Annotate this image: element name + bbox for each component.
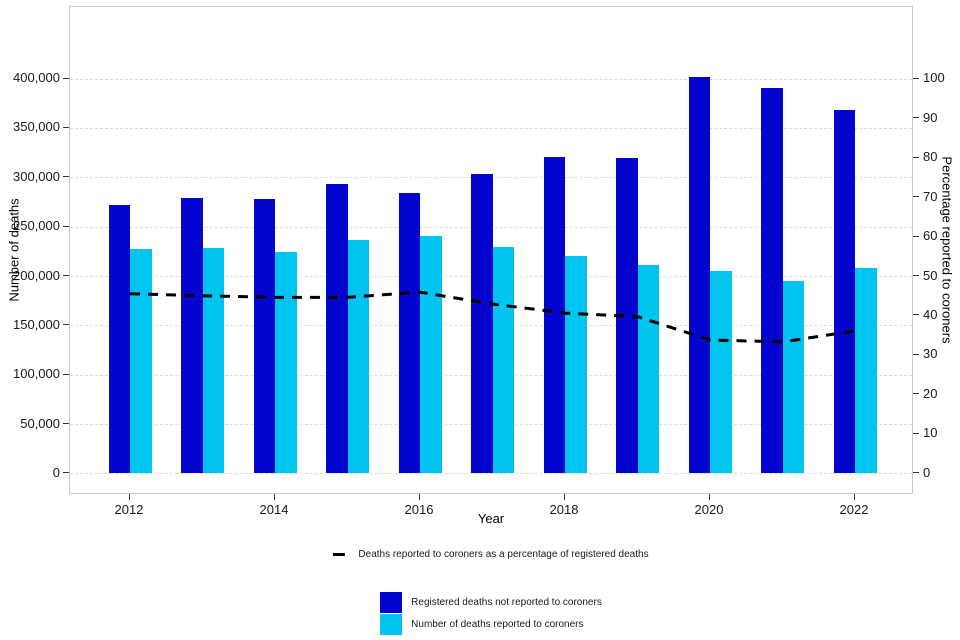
bar-not-reported-2019 — [616, 157, 638, 474]
bar-not-reported-2015 — [326, 184, 348, 474]
right-tick-label-40: 40 — [923, 306, 938, 322]
bar-reported-2019 — [637, 265, 659, 474]
left-tick-0 — [63, 472, 69, 474]
right-tick-50 — [913, 275, 919, 276]
right-tick-10 — [913, 432, 919, 434]
right-tick-60 — [913, 235, 919, 237]
gridline-0 — [70, 473, 912, 475]
left-tick-50,000 — [63, 423, 69, 425]
left-tick-150,000 — [63, 324, 69, 326]
right-tick-90 — [913, 117, 919, 119]
right-tick-label-80: 80 — [923, 149, 938, 165]
blue-swatch-icon — [380, 591, 403, 613]
right-axis-title: Percentage reported to coroners — [939, 156, 955, 344]
legend-row-not-reported: Registered deaths not reported to corone… — [380, 591, 602, 613]
x-axis-title: Year — [477, 511, 505, 526]
dashed-line-key-icon — [333, 553, 346, 556]
right-tick-label-100: 100 — [923, 70, 945, 86]
right-tick-label-70: 70 — [923, 188, 938, 204]
right-tick-70 — [913, 196, 919, 198]
x-tick-label-2012: 2012 — [114, 502, 144, 517]
bar-reported-2016 — [420, 235, 442, 474]
right-tick-label-30: 30 — [923, 346, 938, 362]
gridline-400,000 — [70, 78, 912, 80]
plot-panel — [69, 6, 913, 494]
right-tick-20 — [913, 393, 919, 395]
x-tick-label-2014: 2014 — [259, 502, 289, 517]
bar-reported-2020 — [710, 271, 732, 474]
bar-not-reported-2014 — [253, 199, 275, 474]
left-tick-250,000 — [63, 225, 69, 227]
right-tick-label-50: 50 — [923, 267, 938, 283]
left-tick-label-200,000: 200,000 — [13, 267, 60, 283]
right-tick-label-0: 0 — [923, 464, 931, 480]
bar-reported-2013 — [202, 248, 224, 474]
x-tick-label-2016: 2016 — [404, 502, 434, 517]
line-legend: Deaths reported to coroners as a percent… — [69, 549, 913, 560]
x-tick-2018 — [564, 494, 565, 500]
x-tick-2020 — [709, 494, 710, 500]
bar-reported-2014 — [275, 252, 297, 474]
x-tick-2012 — [129, 494, 130, 500]
bar-reported-2022 — [855, 268, 877, 474]
left-tick-label-300,000: 300,000 — [13, 168, 60, 184]
right-tick-30 — [913, 353, 919, 355]
left-tick-label-0: 0 — [52, 464, 60, 480]
bar-reported-2017 — [492, 247, 514, 474]
right-tick-80 — [913, 156, 919, 158]
bar-not-reported-2022 — [833, 110, 855, 474]
right-tick-100 — [913, 77, 919, 79]
left-axis-title: Number of deaths — [6, 198, 22, 302]
bar-reported-2021 — [782, 280, 804, 474]
x-tick-label-2022: 2022 — [839, 502, 869, 517]
left-tick-label-50,000: 50,000 — [20, 415, 60, 431]
right-tick-label-60: 60 — [923, 228, 938, 244]
bar-reported-2012 — [130, 249, 152, 474]
legend-row-reported: Number of deaths reported to coroners — [380, 613, 602, 635]
right-tick-label-20: 20 — [923, 385, 938, 401]
gridline-350,000 — [70, 127, 912, 129]
x-tick-2016 — [419, 494, 420, 500]
left-tick-label-150,000: 150,000 — [13, 316, 60, 332]
left-tick-100,000 — [63, 373, 69, 375]
right-tick-40 — [913, 314, 919, 316]
right-tick-label-10: 10 — [923, 425, 938, 441]
left-tick-label-250,000: 250,000 — [13, 218, 60, 234]
bar-reported-2015 — [347, 240, 369, 474]
line-legend-label: Deaths reported to coroners as a percent… — [358, 549, 649, 560]
bar-not-reported-2018 — [543, 156, 565, 474]
left-tick-300,000 — [63, 176, 69, 178]
left-tick-400,000 — [63, 77, 69, 79]
bar-not-reported-2020 — [688, 76, 710, 474]
bar-not-reported-2021 — [761, 88, 783, 474]
legend-label-reported: Number of deaths reported to coroners — [411, 618, 584, 630]
left-tick-label-400,000: 400,000 — [13, 70, 60, 86]
x-tick-2022 — [854, 494, 855, 500]
left-tick-label-350,000: 350,000 — [13, 119, 60, 135]
x-tick-2014 — [274, 494, 275, 500]
cyan-swatch-icon — [380, 613, 403, 635]
right-tick-label-90: 90 — [923, 109, 938, 125]
right-tick-0 — [913, 472, 919, 474]
x-tick-label-2020: 2020 — [694, 502, 724, 517]
left-tick-350,000 — [63, 126, 69, 128]
bar-not-reported-2012 — [108, 204, 130, 474]
x-tick-label-2018: 2018 — [549, 502, 579, 517]
bar-not-reported-2013 — [181, 198, 203, 474]
bar-legend-rows: Registered deaths not reported to corone… — [380, 591, 602, 635]
left-tick-label-100,000: 100,000 — [13, 366, 60, 382]
bar-reported-2018 — [565, 256, 587, 474]
left-tick-200,000 — [63, 275, 69, 276]
bar-legend: Registered deaths not reported to corone… — [69, 591, 913, 635]
bar-not-reported-2017 — [471, 174, 493, 474]
bar-not-reported-2016 — [398, 193, 420, 474]
legend-label-not-reported: Registered deaths not reported to corone… — [411, 596, 602, 608]
